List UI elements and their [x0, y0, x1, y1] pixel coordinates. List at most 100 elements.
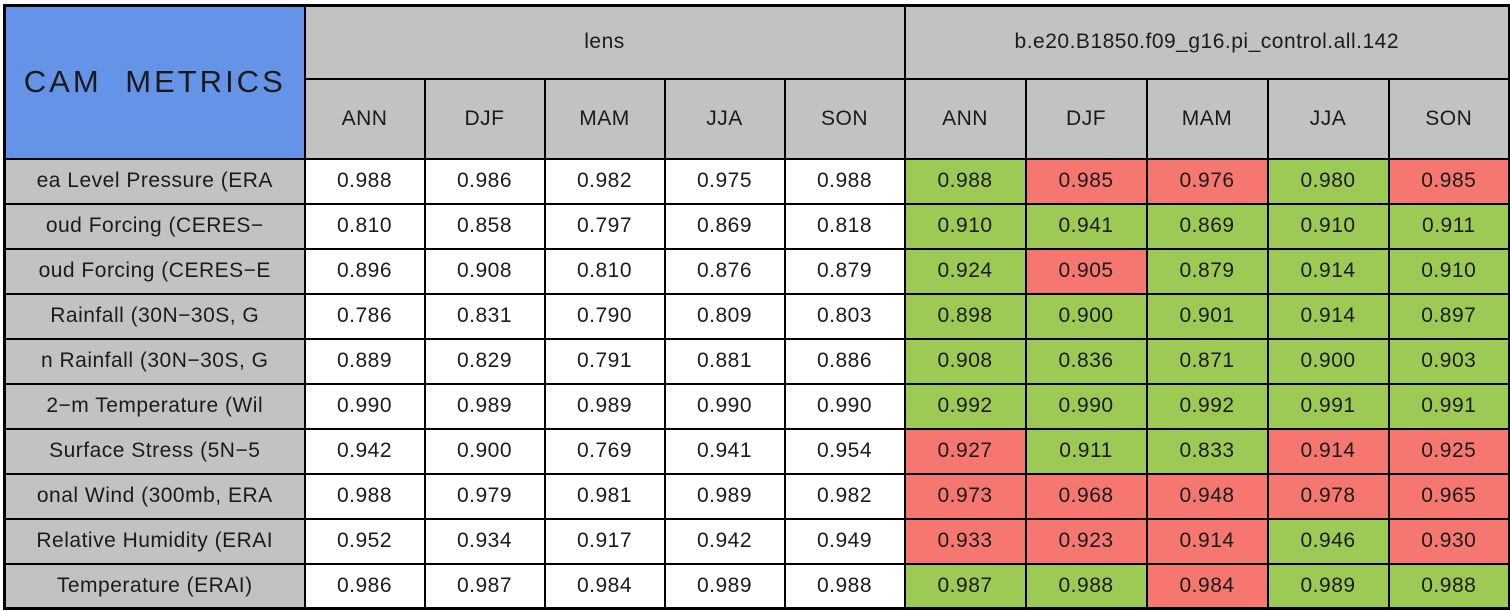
metrics-table-body: ea Level Pressure (ERA 0.988 0.986 0.982 0.9…: [3, 157, 1510, 610]
group-header-case: b.e20.B1850.f09_g16.pi_control.all.142: [903, 4, 1510, 80]
season-header-lens-jja: JJA: [663, 77, 786, 160]
lens-value-cell: 0.988: [303, 157, 426, 205]
case-value-cell: 0.900: [1266, 337, 1390, 385]
metric-row-label: oud Forcing (CERES−: [3, 202, 306, 250]
lens-value-cell: 0.786: [303, 292, 426, 340]
case-value-cell: 0.923: [1024, 517, 1148, 565]
lens-value-cell: 0.934: [423, 517, 546, 565]
lens-value-cell: 0.896: [303, 247, 426, 295]
case-value-cell: 0.927: [903, 427, 1027, 475]
lens-value-cell: 0.769: [543, 427, 666, 475]
case-value-cell: 0.930: [1387, 517, 1510, 565]
case-value-cell: 0.989: [1266, 562, 1390, 610]
metric-row-label: onal Wind (300mb, ERA: [3, 472, 306, 520]
lens-value-cell: 0.818: [783, 202, 906, 250]
case-value-cell: 0.992: [1145, 382, 1269, 430]
lens-value-cell: 0.990: [783, 382, 906, 430]
lens-value-cell: 0.981: [543, 472, 666, 520]
lens-value-cell: 0.984: [543, 562, 666, 610]
case-value-cell: 0.914: [1145, 517, 1269, 565]
case-value-cell: 0.871: [1145, 337, 1269, 385]
lens-value-cell: 0.803: [783, 292, 906, 340]
case-value-cell: 0.968: [1024, 472, 1148, 520]
case-value-cell: 0.988: [1024, 562, 1148, 610]
case-value-cell: 0.991: [1266, 382, 1390, 430]
case-value-cell: 0.897: [1387, 292, 1510, 340]
metric-row: 2−m Temperature (Wil 0.990 0.989 0.989 0.990…: [3, 382, 1510, 430]
lens-value-cell: 0.886: [783, 337, 906, 385]
table-header: CAM METRICS lens b.e20.B1850.f09_g16.pi_…: [3, 4, 1510, 160]
metric-row-label: Rainfall (30N−30S, G: [3, 292, 306, 340]
lens-value-cell: 0.989: [423, 382, 546, 430]
lens-value-cell: 0.986: [423, 157, 546, 205]
lens-value-cell: 0.831: [423, 292, 546, 340]
lens-value-cell: 0.908: [423, 247, 546, 295]
season-header-lens-mam: MAM: [543, 77, 666, 160]
season-header-lens-ann: ANN: [303, 77, 426, 160]
lens-value-cell: 0.791: [543, 337, 666, 385]
metric-row: Surface Stress (5N−5 0.942 0.900 0.769 0.941…: [3, 427, 1510, 475]
case-value-cell: 0.901: [1145, 292, 1269, 340]
lens-value-cell: 0.979: [423, 472, 546, 520]
season-header-row: ANN DJF MAM JJA SON ANN DJF MAM JJA SON: [5, 77, 1510, 160]
case-value-cell: 0.985: [1024, 157, 1148, 205]
case-value-cell: 0.973: [903, 472, 1027, 520]
case-value-cell: 0.900: [1024, 292, 1148, 340]
lens-value-cell: 0.790: [543, 292, 666, 340]
case-value-cell: 0.833: [1145, 427, 1269, 475]
lens-value-cell: 0.881: [663, 337, 786, 385]
lens-value-cell: 0.876: [663, 247, 786, 295]
case-value-cell: 0.910: [903, 202, 1027, 250]
season-header-case-jja: JJA: [1266, 77, 1390, 160]
season-header-lens-djf: DJF: [423, 77, 546, 160]
case-value-cell: 0.980: [1266, 157, 1390, 205]
case-value-cell: 0.903: [1387, 337, 1510, 385]
case-value-cell: 0.965: [1387, 472, 1510, 520]
lens-value-cell: 0.952: [303, 517, 426, 565]
season-header-case-djf: DJF: [1024, 77, 1148, 160]
lens-value-cell: 0.900: [423, 427, 546, 475]
metric-row-label: Surface Stress (5N−5: [3, 427, 306, 475]
case-value-cell: 0.898: [903, 292, 1027, 340]
metric-row: Temperature (ERAI) 0.986 0.987 0.984 0.989 0.…: [3, 562, 1510, 610]
case-value-cell: 0.914: [1266, 427, 1390, 475]
case-value-cell: 0.933: [903, 517, 1027, 565]
table-title: CAM METRICS: [3, 4, 306, 160]
season-header-case-ann: ANN: [903, 77, 1027, 160]
lens-value-cell: 0.879: [783, 247, 906, 295]
lens-value-cell: 0.988: [783, 562, 906, 610]
case-value-cell: 0.978: [1266, 472, 1390, 520]
case-value-cell: 0.990: [1024, 382, 1148, 430]
case-value-cell: 0.984: [1145, 562, 1269, 610]
case-value-cell: 0.908: [903, 337, 1027, 385]
metric-row: onal Wind (300mb, ERA 0.988 0.979 0.981 0.98…: [3, 472, 1510, 520]
lens-value-cell: 0.942: [303, 427, 426, 475]
case-value-cell: 0.905: [1024, 247, 1148, 295]
case-value-cell: 0.925: [1387, 427, 1510, 475]
lens-value-cell: 0.889: [303, 337, 426, 385]
group-header-row: CAM METRICS lens b.e20.B1850.f09_g16.pi_…: [3, 4, 1510, 160]
case-value-cell: 0.988: [1387, 562, 1510, 610]
case-value-cell: 0.836: [1024, 337, 1148, 385]
lens-value-cell: 0.982: [543, 157, 666, 205]
case-value-cell: 0.948: [1145, 472, 1269, 520]
lens-value-cell: 0.988: [303, 472, 426, 520]
case-value-cell: 0.879: [1145, 247, 1269, 295]
season-header-lens-son: SON: [783, 77, 906, 160]
lens-value-cell: 0.797: [543, 202, 666, 250]
lens-value-cell: 0.982: [783, 472, 906, 520]
case-value-cell: 0.985: [1387, 157, 1510, 205]
lens-value-cell: 0.986: [303, 562, 426, 610]
case-value-cell: 0.976: [1145, 157, 1269, 205]
lens-value-cell: 0.989: [543, 382, 666, 430]
case-value-cell: 0.911: [1024, 427, 1148, 475]
lens-value-cell: 0.810: [303, 202, 426, 250]
group-header-lens: lens: [303, 4, 906, 80]
lens-value-cell: 0.954: [783, 427, 906, 475]
metric-row-label: oud Forcing (CERES−E: [3, 247, 306, 295]
lens-value-cell: 0.989: [663, 472, 786, 520]
metric-row-label: Relative Humidity (ERAI: [3, 517, 306, 565]
case-value-cell: 0.910: [1266, 202, 1390, 250]
metric-row-label: 2−m Temperature (Wil: [3, 382, 306, 430]
